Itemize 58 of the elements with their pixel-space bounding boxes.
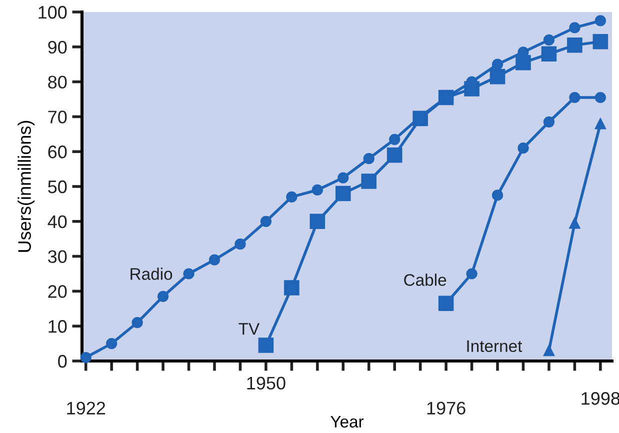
point	[516, 54, 531, 70]
y-axis-title: Users(inmillions)	[18, 120, 35, 252]
point	[310, 214, 326, 230]
series-label: Radio	[130, 268, 172, 280]
point	[106, 338, 118, 350]
point	[208, 254, 220, 266]
y-tick-label: 40	[48, 215, 67, 228]
point	[466, 268, 478, 280]
point	[286, 191, 298, 203]
point	[80, 352, 92, 364]
point	[312, 184, 323, 196]
point	[132, 317, 143, 328]
point	[438, 296, 454, 312]
point	[543, 34, 555, 46]
x-tick-label: 1922	[67, 402, 106, 415]
y-tick-label: 100	[38, 6, 67, 19]
point	[183, 268, 194, 280]
series-label: TV	[238, 323, 260, 335]
point	[361, 174, 377, 189]
y-tick-label: 70	[48, 110, 67, 124]
y-tick-label: 0	[58, 354, 67, 368]
point	[363, 153, 374, 164]
x-tick-label: 1950	[247, 376, 286, 390]
point	[567, 38, 582, 53]
point	[258, 338, 274, 353]
point	[541, 46, 557, 62]
point	[543, 344, 555, 356]
y-tick-label: 90	[48, 40, 67, 54]
y-tick-label: 80	[48, 76, 67, 89]
y-tick-label: 60	[48, 146, 67, 158]
point	[157, 290, 169, 302]
point	[594, 15, 606, 26]
point	[260, 216, 272, 227]
point	[569, 92, 580, 104]
point	[594, 92, 606, 104]
series-label: Internet	[467, 340, 522, 352]
point	[336, 186, 351, 202]
x-tick-label: 1976	[427, 402, 466, 415]
point	[518, 142, 529, 154]
x-axis-title: Year	[330, 416, 364, 428]
point	[490, 68, 506, 84]
point	[594, 118, 606, 130]
point	[569, 22, 580, 34]
point	[492, 190, 504, 201]
y-tick-label: 10	[48, 320, 67, 333]
point	[389, 134, 400, 145]
y-tick-label: 50	[48, 180, 67, 194]
point	[338, 172, 349, 184]
point	[386, 147, 402, 163]
point	[284, 280, 300, 296]
point	[592, 34, 608, 50]
point	[234, 238, 246, 250]
y-tick-label: 20	[48, 285, 67, 298]
point	[569, 218, 580, 229]
point	[543, 116, 555, 128]
y-tick-label: 30	[48, 250, 67, 264]
series-label: Cable	[404, 274, 446, 286]
point	[492, 58, 504, 70]
